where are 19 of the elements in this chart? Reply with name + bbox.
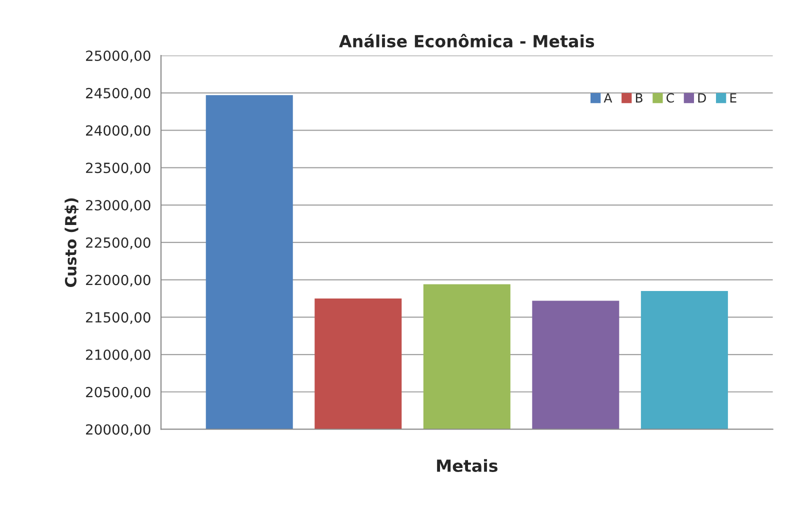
legend-label: A (604, 93, 612, 102)
legend-label: C (666, 93, 674, 103)
y-tick-label: 20000,00 (86, 424, 150, 436)
y-tick-label: 20500,00 (86, 386, 150, 399)
legend-label: D (698, 93, 706, 102)
chart-title: Análise Econômica - Metais (339, 34, 594, 48)
y-tick-label: 23500,00 (86, 162, 150, 175)
y-tick-label: 22500,00 (86, 237, 150, 250)
x-axis-title: Metais (437, 459, 498, 472)
legend-label: E (730, 93, 736, 102)
legend-label: B (636, 93, 642, 102)
y-tick-label: 25000,00 (86, 50, 150, 62)
y-tick-label: 21000,00 (86, 349, 150, 362)
y-tick-label: 23000,00 (86, 200, 150, 212)
y-tick-label: 22000,00 (86, 274, 150, 287)
y-axis-title: Custo (R$) (64, 198, 79, 287)
y-tick-label: 21500,00 (86, 312, 150, 324)
y-tick-label: 24500,00 (86, 88, 150, 100)
y-tick-label: 24000,00 (86, 125, 150, 138)
